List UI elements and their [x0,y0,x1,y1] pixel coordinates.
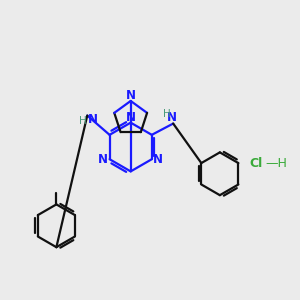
Text: N: N [167,111,177,124]
Text: N: N [153,153,163,166]
Text: N: N [98,153,108,166]
Text: —H: —H [265,157,287,170]
Text: N: N [126,89,136,102]
Text: H: H [163,109,170,119]
Text: Cl: Cl [250,157,263,170]
Text: N: N [126,111,136,124]
Text: N: N [88,112,98,126]
Text: H: H [79,116,87,126]
